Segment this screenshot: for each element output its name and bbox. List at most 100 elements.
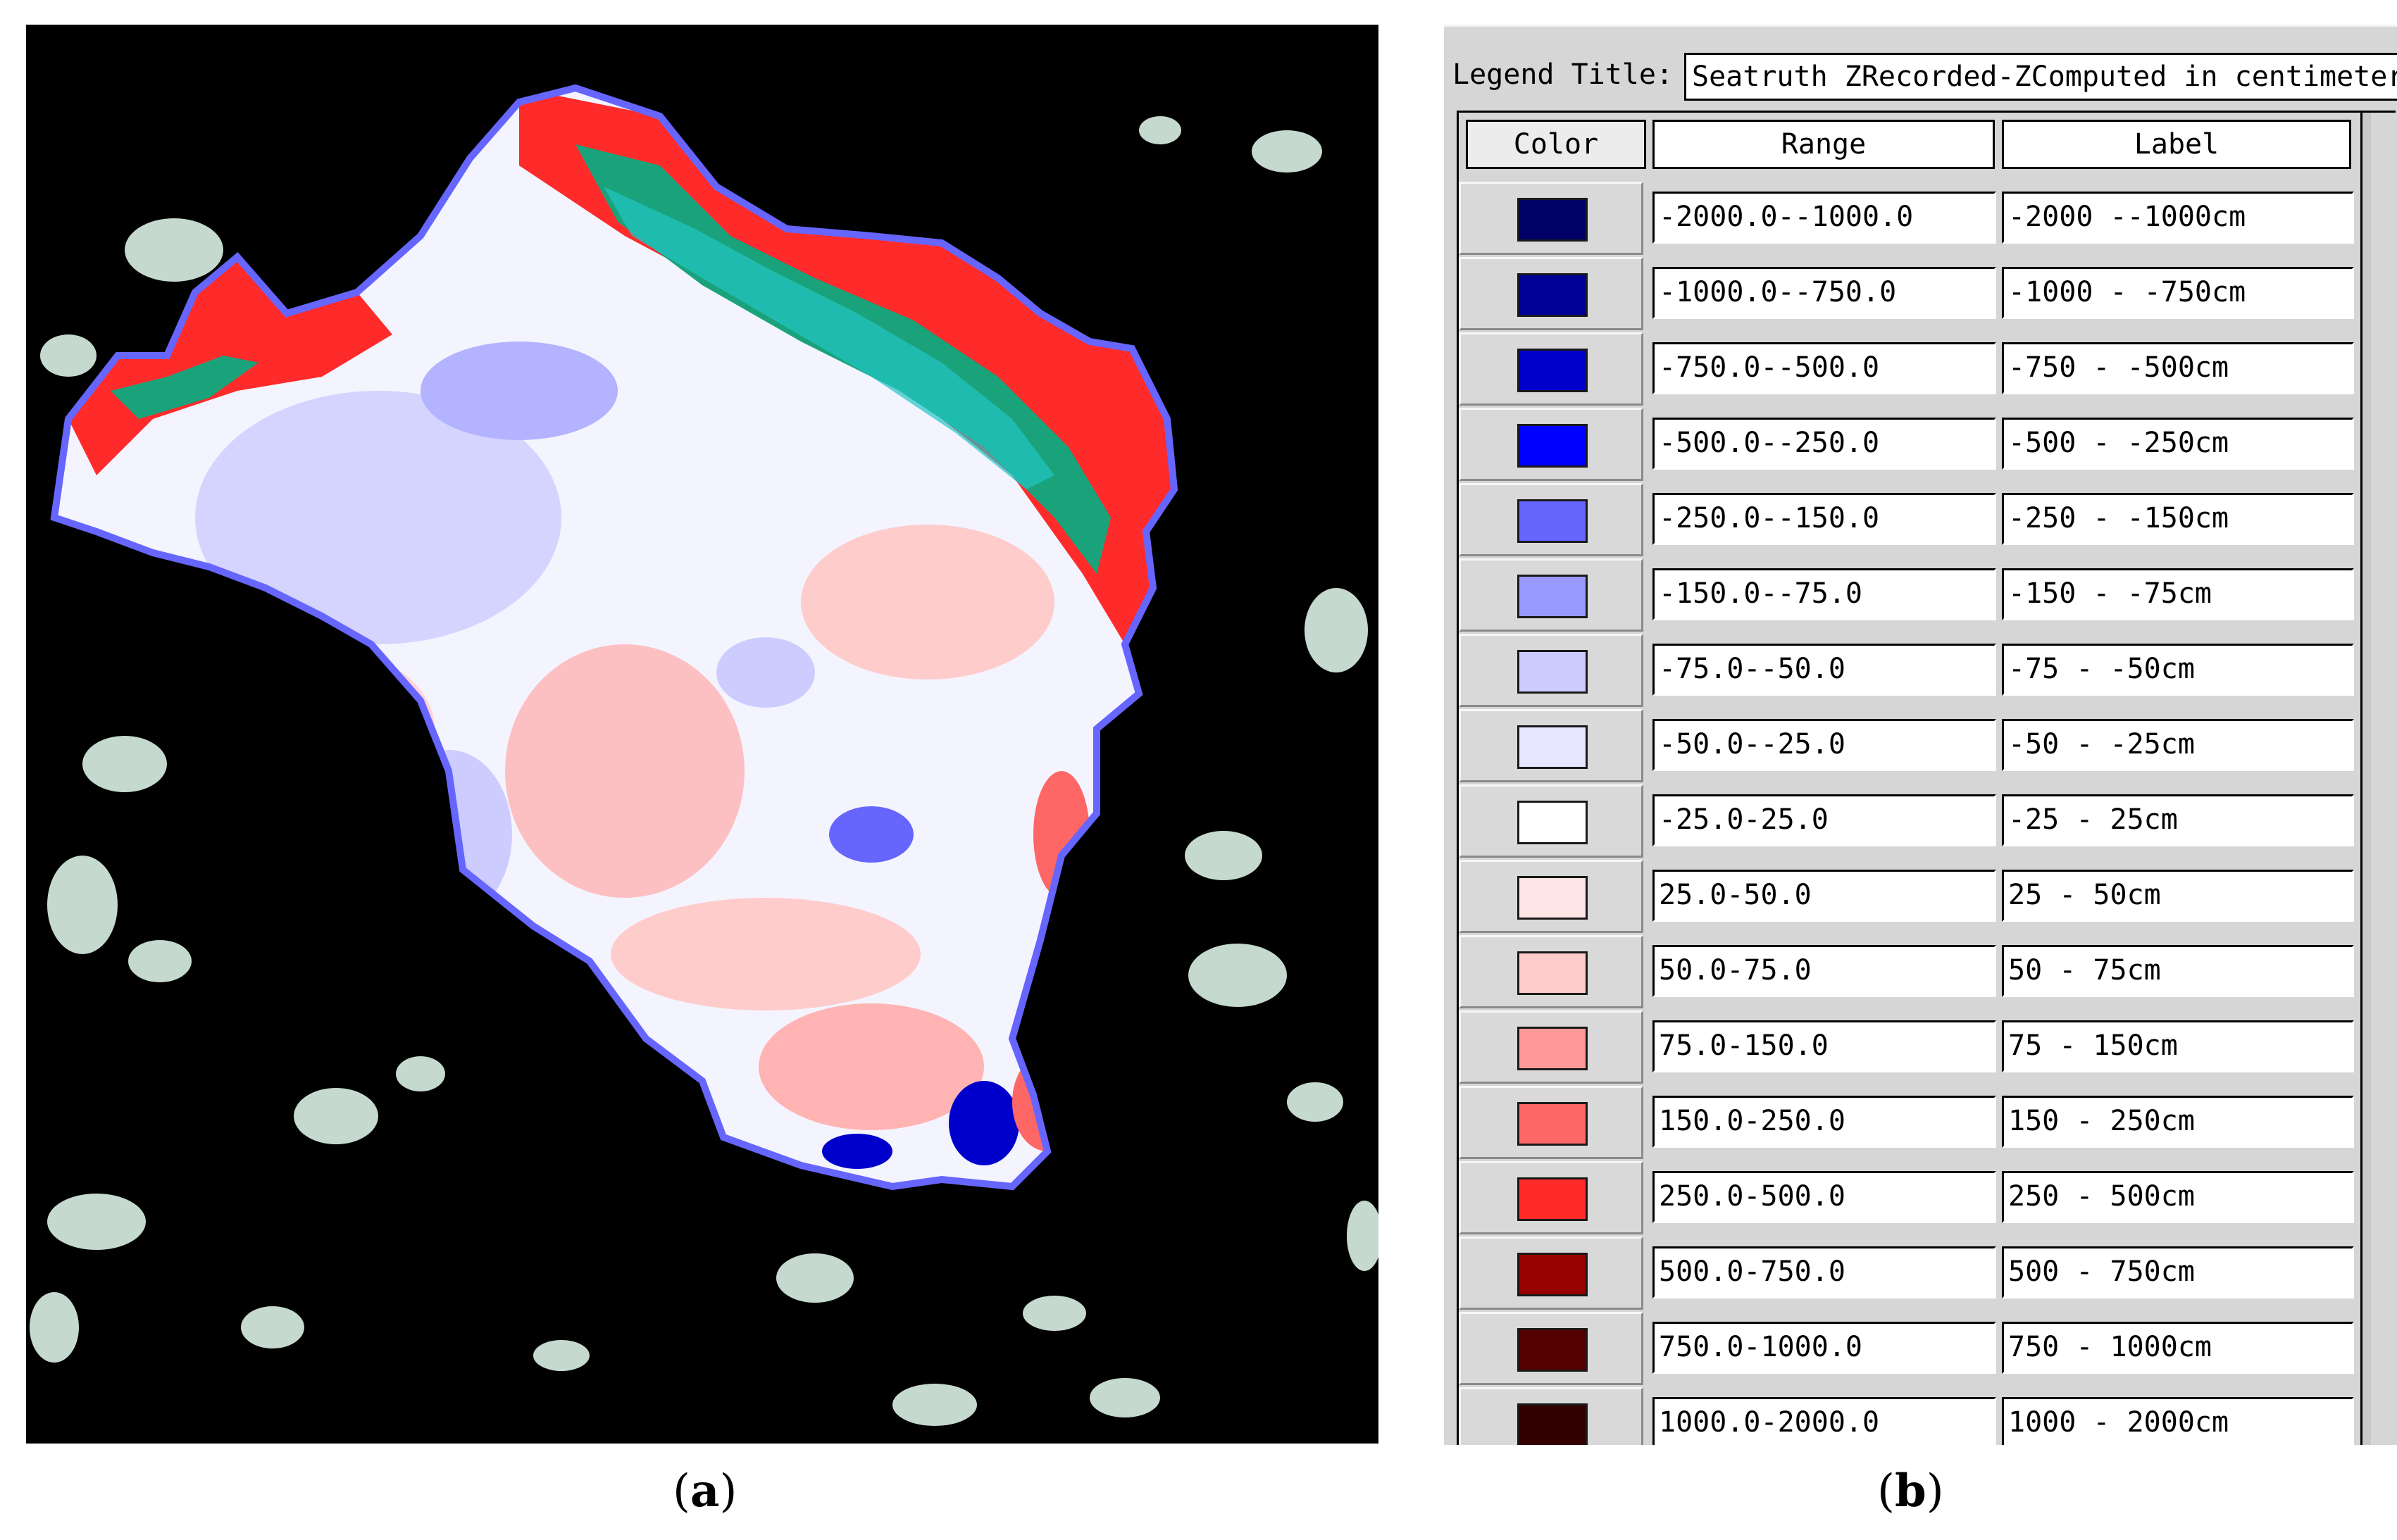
label-field[interactable]: 25 - 50cm bbox=[2002, 870, 2354, 922]
color-swatch[interactable] bbox=[1517, 424, 1588, 468]
color-cell[interactable] bbox=[1459, 1387, 1643, 1445]
color-cell[interactable] bbox=[1459, 332, 1643, 406]
legend-row: -750.0--500.0 -750 - -500cm bbox=[1459, 332, 2396, 408]
legend-title-label: Legend Title: bbox=[1452, 58, 1674, 91]
color-cell[interactable] bbox=[1459, 558, 1643, 632]
legend-row: -150.0--75.0 -150 - -75cm bbox=[1459, 558, 2396, 634]
label-field[interactable]: 250 - 500cm bbox=[2002, 1171, 2354, 1223]
legend-title-row: Legend Title: Seatruth ZRecorded-ZComput… bbox=[1444, 25, 2397, 108]
legend-row: -25.0-25.0 -25 - 25cm bbox=[1459, 784, 2396, 860]
label-field[interactable]: 1000 - 2000cm bbox=[2002, 1397, 2354, 1445]
label-field[interactable]: 750 - 1000cm bbox=[2002, 1322, 2354, 1374]
range-field[interactable]: 500.0-750.0 bbox=[1652, 1246, 1996, 1298]
legend-row: -50.0--25.0 -50 - -25cm bbox=[1459, 709, 2396, 784]
map-image bbox=[26, 25, 1378, 1444]
range-field[interactable]: 1000.0-2000.0 bbox=[1652, 1397, 1996, 1445]
color-cell[interactable] bbox=[1459, 257, 1643, 330]
color-cell[interactable] bbox=[1459, 634, 1643, 707]
label-column-header[interactable]: Label bbox=[2002, 120, 2351, 169]
range-field[interactable]: -2000.0--1000.0 bbox=[1652, 192, 1996, 244]
color-cell[interactable] bbox=[1459, 483, 1643, 556]
color-swatch[interactable] bbox=[1517, 273, 1588, 317]
table-scrollbar[interactable] bbox=[2360, 113, 2371, 1445]
label-field[interactable]: -1000 - -750cm bbox=[2002, 267, 2354, 319]
label-field[interactable]: -75 - -50cm bbox=[2002, 644, 2354, 696]
color-swatch[interactable] bbox=[1517, 349, 1588, 392]
color-swatch[interactable] bbox=[1517, 951, 1588, 995]
legend-row: 500.0-750.0 500 - 750cm bbox=[1459, 1237, 2396, 1312]
color-cell[interactable] bbox=[1459, 182, 1643, 255]
color-cell[interactable] bbox=[1459, 1161, 1643, 1234]
color-swatch[interactable] bbox=[1517, 1102, 1588, 1146]
legend-title-input[interactable]: Seatruth ZRecorded-ZComputed in centimet… bbox=[1684, 53, 2397, 101]
range-field[interactable]: 25.0-50.0 bbox=[1652, 870, 1996, 922]
range-field[interactable]: -25.0-25.0 bbox=[1652, 794, 1996, 846]
color-cell[interactable] bbox=[1459, 1237, 1643, 1310]
color-swatch[interactable] bbox=[1517, 575, 1588, 618]
color-swatch[interactable] bbox=[1517, 1253, 1588, 1296]
legend-table: Color Range Label -2000.0--1000.0 -2000 -… bbox=[1457, 111, 2396, 1445]
range-field[interactable]: -50.0--25.0 bbox=[1652, 719, 1996, 771]
caption-b: (b) bbox=[1877, 1465, 1944, 1517]
color-column-header[interactable]: Color bbox=[1466, 120, 1646, 169]
caption-a: (a) bbox=[673, 1465, 737, 1517]
label-field[interactable]: -50 - -25cm bbox=[2002, 719, 2354, 771]
legend-row: 1000.0-2000.0 1000 - 2000cm bbox=[1459, 1387, 2396, 1445]
color-swatch[interactable] bbox=[1517, 650, 1588, 694]
legend-row: -1000.0--750.0 -1000 - -750cm bbox=[1459, 257, 2396, 332]
legend-row: 150.0-250.0 150 - 250cm bbox=[1459, 1086, 2396, 1161]
label-field[interactable]: -750 - -500cm bbox=[2002, 342, 2354, 394]
color-cell[interactable] bbox=[1459, 784, 1643, 858]
label-field[interactable]: 75 - 150cm bbox=[2002, 1020, 2354, 1072]
bathymetry-difference-map bbox=[26, 25, 1378, 1444]
range-field[interactable]: 250.0-500.0 bbox=[1652, 1171, 1996, 1223]
color-swatch[interactable] bbox=[1517, 499, 1588, 543]
legend-row: 750.0-1000.0 750 - 1000cm bbox=[1459, 1312, 2396, 1387]
label-field[interactable]: -25 - 25cm bbox=[2002, 794, 2354, 846]
range-field[interactable]: -75.0--50.0 bbox=[1652, 644, 1996, 696]
label-field[interactable]: -150 - -75cm bbox=[2002, 568, 2354, 620]
color-cell[interactable] bbox=[1459, 1312, 1643, 1385]
color-cell[interactable] bbox=[1459, 1086, 1643, 1159]
range-field[interactable]: 50.0-75.0 bbox=[1652, 945, 1996, 997]
color-cell[interactable] bbox=[1459, 709, 1643, 782]
color-cell[interactable] bbox=[1459, 935, 1643, 1008]
color-swatch[interactable] bbox=[1517, 198, 1588, 242]
range-field[interactable]: 750.0-1000.0 bbox=[1652, 1322, 1996, 1374]
label-field[interactable]: -500 - -250cm bbox=[2002, 418, 2354, 470]
range-field[interactable]: -150.0--75.0 bbox=[1652, 568, 1996, 620]
cloud-speckles bbox=[30, 116, 1378, 1426]
legend-row: 25.0-50.0 25 - 50cm bbox=[1459, 860, 2396, 935]
range-column-header[interactable]: Range bbox=[1652, 120, 1995, 169]
color-swatch[interactable] bbox=[1517, 1027, 1588, 1070]
label-field[interactable]: 500 - 750cm bbox=[2002, 1246, 2354, 1298]
color-cell[interactable] bbox=[1459, 1010, 1643, 1084]
legend-row: 75.0-150.0 75 - 150cm bbox=[1459, 1010, 2396, 1086]
range-field[interactable]: 150.0-250.0 bbox=[1652, 1096, 1996, 1148]
label-field[interactable]: 150 - 250cm bbox=[2002, 1096, 2354, 1148]
legend-row: -75.0--50.0 -75 - -50cm bbox=[1459, 634, 2396, 709]
legend-row: -2000.0--1000.0 -2000 --1000cm bbox=[1459, 182, 2396, 257]
color-swatch[interactable] bbox=[1517, 725, 1588, 769]
range-field[interactable]: 75.0-150.0 bbox=[1652, 1020, 1996, 1072]
color-swatch[interactable] bbox=[1517, 1177, 1588, 1221]
color-swatch[interactable] bbox=[1517, 876, 1588, 920]
color-swatch[interactable] bbox=[1517, 1328, 1588, 1372]
color-cell[interactable] bbox=[1459, 860, 1643, 933]
legend-row: -250.0--150.0 -250 - -150cm bbox=[1459, 483, 2396, 558]
label-field[interactable]: 50 - 75cm bbox=[2002, 945, 2354, 997]
legend-row: 50.0-75.0 50 - 75cm bbox=[1459, 935, 2396, 1010]
range-field[interactable]: -250.0--150.0 bbox=[1652, 493, 1996, 545]
label-field[interactable]: -2000 --1000cm bbox=[2002, 192, 2354, 244]
legend-row: -500.0--250.0 -500 - -250cm bbox=[1459, 408, 2396, 483]
legend-editor: Legend Title: Seatruth ZRecorded-ZComput… bbox=[1444, 25, 2397, 1445]
label-field[interactable]: -250 - -150cm bbox=[2002, 493, 2354, 545]
legend-row: 250.0-500.0 250 - 500cm bbox=[1459, 1161, 2396, 1237]
range-field[interactable]: -1000.0--750.0 bbox=[1652, 267, 1996, 319]
color-swatch[interactable] bbox=[1517, 1403, 1588, 1445]
color-cell[interactable] bbox=[1459, 408, 1643, 481]
range-field[interactable]: -750.0--500.0 bbox=[1652, 342, 1996, 394]
legend-header-row: Color Range Label bbox=[1459, 113, 2396, 187]
range-field[interactable]: -500.0--250.0 bbox=[1652, 418, 1996, 470]
color-swatch[interactable] bbox=[1517, 801, 1588, 844]
